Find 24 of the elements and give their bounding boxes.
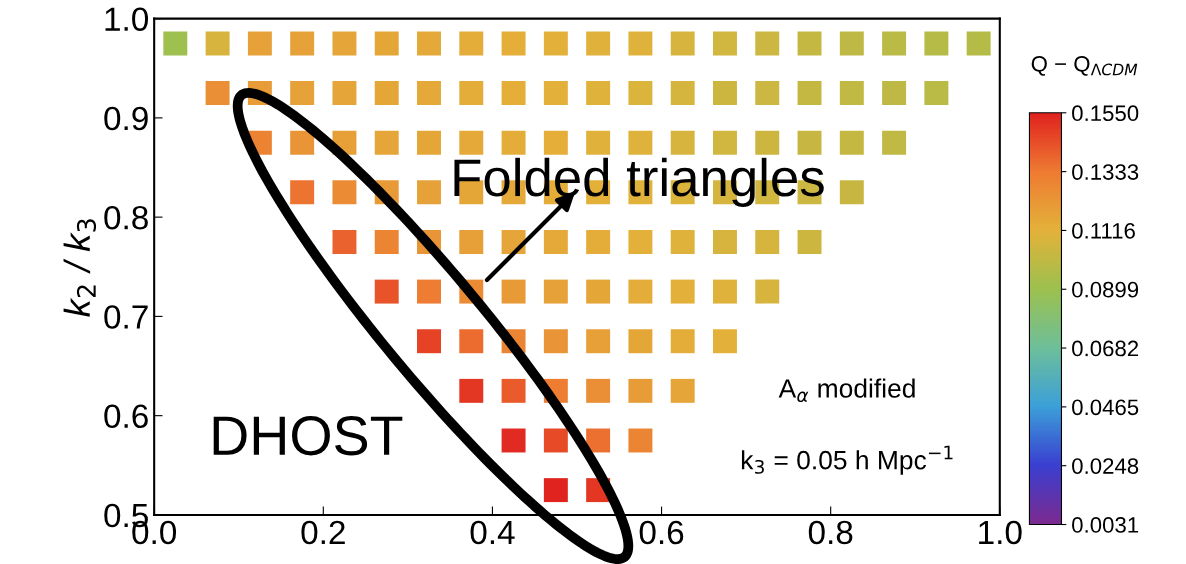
annotation: DHOST [213, 416, 403, 456]
color-bar-label: 0.1116 [1072, 222, 1135, 239]
color-bar-title: Q − Q$_{ΛCDM}$ [1031, 55, 1138, 76]
color-bar-label: 0.0682 [1072, 340, 1139, 357]
color-bar-label: 0.0465 [1072, 399, 1139, 416]
annotation: Folded triangles [454, 157, 824, 207]
annotation: A$_{α}$ modified [778, 378, 915, 403]
y-axis-title: k$_{2}$ / k$_{3}$ [63, 219, 97, 317]
color-bar-label: 0.1550 [1072, 105, 1139, 122]
y-tick-label: 1.0 [105, 7, 149, 32]
x-tick-label: 0.2 [301, 520, 345, 545]
x-tick-label: 0.6 [639, 520, 684, 545]
x-tick-label: 0.4 [470, 520, 515, 545]
color-bar-label: 0.0031 [1072, 517, 1139, 533]
color-bar-label: 0.0248 [1072, 458, 1139, 474]
x-tick-label: 0.8 [808, 520, 853, 545]
y-tick-label: 0.8 [104, 205, 148, 230]
annotation: k$_{3}$ = 0.05 h Mpc$^{−1}$ [741, 445, 953, 475]
y-tick-label: 0.9 [104, 106, 148, 131]
color-bar-label: 0.0899 [1072, 281, 1139, 298]
y-tick-label: 0.6 [104, 404, 148, 429]
color-bar-label: 0.1333 [1072, 164, 1139, 180]
x-tick-label: 1.0 [979, 520, 1022, 545]
y-tick-label: 0.7 [104, 305, 148, 329]
